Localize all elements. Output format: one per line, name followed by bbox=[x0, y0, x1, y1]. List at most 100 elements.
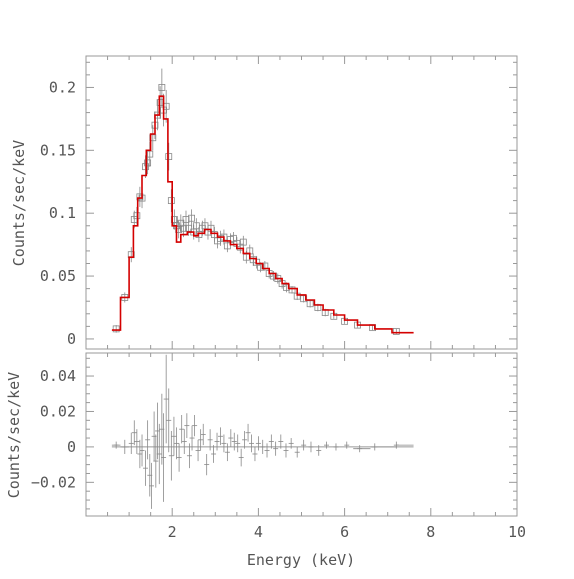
y-tick-label: 0 bbox=[67, 438, 76, 456]
residual-point bbox=[142, 450, 148, 486]
residual-point bbox=[344, 441, 350, 449]
residual-point bbox=[278, 434, 284, 449]
residual-point bbox=[268, 434, 274, 449]
residual-point bbox=[260, 439, 266, 454]
residual-point bbox=[221, 434, 227, 453]
residual-point bbox=[174, 427, 180, 460]
spectrum-frame bbox=[85, 55, 518, 350]
residual-point bbox=[145, 420, 151, 460]
residual-point bbox=[238, 448, 244, 467]
residual-point bbox=[211, 445, 217, 463]
spectrum-point bbox=[144, 151, 152, 175]
y-tick-label: −0.02 bbox=[31, 473, 76, 491]
residual-point bbox=[195, 439, 201, 462]
residual-point bbox=[137, 439, 143, 469]
residual-point bbox=[156, 423, 162, 485]
spectrum-point bbox=[136, 186, 144, 207]
spectrum-point bbox=[306, 299, 314, 308]
residual-point bbox=[192, 415, 198, 437]
spectrum-point bbox=[133, 206, 141, 225]
y-tick-label: 0.15 bbox=[40, 141, 76, 159]
residual-point bbox=[242, 430, 248, 449]
residual-point bbox=[176, 443, 182, 472]
residual-point bbox=[214, 432, 220, 451]
spectrum-point bbox=[249, 253, 257, 267]
residual-point bbox=[255, 436, 261, 451]
residual-point bbox=[161, 413, 167, 502]
residual-point bbox=[264, 443, 270, 458]
spectrum-data-points bbox=[112, 68, 400, 335]
x-tick-label: 6 bbox=[340, 523, 349, 541]
residual-point bbox=[204, 453, 210, 476]
y-tick-label: 0.1 bbox=[49, 204, 76, 222]
residual-point bbox=[168, 430, 174, 481]
y-tick-label: 0.2 bbox=[49, 78, 76, 96]
residual-data-points bbox=[111, 354, 414, 509]
spectrum-point bbox=[195, 227, 203, 243]
y-tick-label: 0.05 bbox=[40, 267, 76, 285]
residual-point bbox=[273, 441, 279, 456]
x-tick-label: 10 bbox=[508, 523, 526, 541]
residual-point bbox=[198, 429, 204, 451]
spectrum-y-tick-labels: 0 0.05 0.1 0.15 0.2 bbox=[40, 78, 76, 348]
residual-point bbox=[163, 354, 169, 444]
residual-point bbox=[134, 429, 140, 454]
residual-point bbox=[171, 416, 177, 456]
residual-y-axis-label: Counts/sec/keV bbox=[5, 372, 23, 498]
residual-point bbox=[181, 429, 187, 454]
residual-point bbox=[252, 446, 258, 462]
x-tick-label: 8 bbox=[426, 523, 435, 541]
residual-point bbox=[231, 432, 237, 451]
y-tick-label: 0.02 bbox=[40, 402, 76, 420]
spectrum-point bbox=[165, 142, 173, 171]
spectrum-point bbox=[158, 68, 166, 107]
residual-point bbox=[235, 434, 241, 453]
spectrum-point bbox=[185, 220, 192, 236]
residual-point bbox=[301, 439, 307, 451]
residual-frame bbox=[85, 352, 518, 517]
residual-point bbox=[184, 413, 190, 439]
x-tick-labels: 2 4 6 8 10 bbox=[168, 523, 526, 541]
residual-point bbox=[294, 446, 300, 458]
residual-point bbox=[200, 423, 206, 446]
spectrum-point bbox=[288, 286, 296, 294]
residual-point bbox=[228, 429, 234, 447]
residual-panel: −0.02 0 0.02 0.04 2 4 6 8 10 Counts/sec/keV Ene… bbox=[5, 352, 526, 569]
residual-y-tick-labels: −0.02 0 0.02 0.04 bbox=[31, 367, 76, 491]
x-axis-label: Energy (keV) bbox=[247, 551, 355, 569]
x-tick-label: 2 bbox=[168, 523, 177, 541]
residual-point bbox=[207, 429, 213, 451]
spectrum-point bbox=[239, 235, 247, 249]
residual-point bbox=[224, 443, 230, 462]
residual-point bbox=[288, 438, 294, 449]
y-tick-label: 0 bbox=[67, 330, 76, 348]
y-tick-label: 0.04 bbox=[40, 367, 76, 385]
spectrum-ticks bbox=[85, 56, 518, 349]
residual-point bbox=[308, 441, 314, 453]
residual-point bbox=[128, 432, 134, 454]
spectrum-point bbox=[167, 189, 175, 212]
spectrum-y-axis-label: Counts/sec/keV bbox=[10, 140, 28, 266]
residual-point bbox=[283, 443, 289, 458]
residual-point bbox=[323, 441, 329, 449]
spectrum-point bbox=[188, 209, 195, 228]
residual-ticks bbox=[85, 353, 518, 516]
residual-point bbox=[249, 434, 255, 453]
spectrum-point bbox=[142, 155, 149, 178]
residual-point bbox=[131, 420, 137, 446]
residual-point bbox=[217, 427, 223, 446]
spectrum-panel: 0 0.05 0.1 0.15 0.2 Counts/sec/keV bbox=[10, 55, 518, 350]
residual-point bbox=[333, 443, 339, 451]
residual-point bbox=[149, 462, 155, 509]
spectrum-point bbox=[230, 232, 237, 245]
residual-point bbox=[139, 434, 145, 467]
model-curve bbox=[111, 95, 414, 334]
residual-point bbox=[153, 434, 159, 488]
spectrum-point bbox=[112, 325, 120, 333]
spectrum-point bbox=[177, 214, 185, 233]
residual-point bbox=[166, 388, 172, 453]
residual-point bbox=[179, 415, 185, 444]
residual-point bbox=[316, 445, 322, 456]
residual-point bbox=[189, 425, 195, 451]
